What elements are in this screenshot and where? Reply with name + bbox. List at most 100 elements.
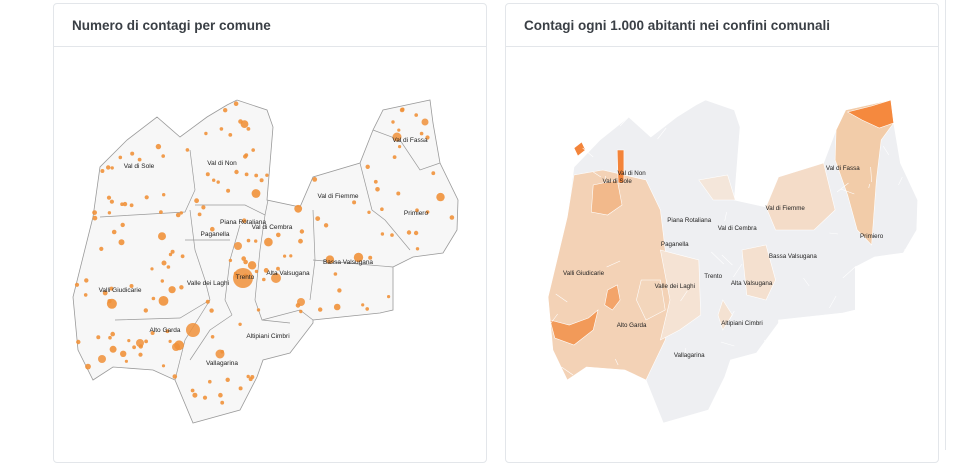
municipality-bubble[interactable] bbox=[238, 119, 243, 124]
municipality-bubble[interactable] bbox=[265, 173, 269, 177]
municipality-bubble[interactable] bbox=[367, 210, 371, 214]
municipality-bubble[interactable] bbox=[391, 120, 395, 124]
municipality-bubble[interactable] bbox=[161, 260, 167, 266]
municipality-bubble[interactable] bbox=[352, 200, 357, 205]
municipality-bubble[interactable] bbox=[127, 339, 131, 343]
municipality-bubble[interactable] bbox=[264, 237, 273, 247]
municipality-bubble[interactable] bbox=[246, 126, 251, 131]
municipality-bubble[interactable] bbox=[254, 173, 259, 178]
municipality-bubble[interactable] bbox=[333, 272, 338, 276]
municipality-bubble[interactable] bbox=[204, 131, 208, 136]
municipality-bubble[interactable] bbox=[74, 282, 80, 287]
municipality-bubble[interactable] bbox=[107, 299, 112, 304]
municipality-bubble[interactable] bbox=[76, 339, 81, 345]
municipality-bubble[interactable] bbox=[150, 331, 155, 335]
municipality-bubble[interactable] bbox=[219, 127, 224, 131]
municipality-bubble[interactable] bbox=[216, 180, 220, 184]
municipality-bubble[interactable] bbox=[108, 335, 112, 340]
municipality-bubble[interactable] bbox=[233, 268, 253, 288]
municipality-bubble[interactable] bbox=[109, 199, 114, 204]
municipality-bubble[interactable] bbox=[392, 155, 397, 160]
municipality-area[interactable] bbox=[590, 179, 623, 216]
municipality-bubble[interactable] bbox=[298, 238, 303, 244]
municipality-bubble[interactable] bbox=[170, 249, 175, 254]
municipality-bubble[interactable] bbox=[110, 331, 115, 337]
municipality-bubble[interactable] bbox=[415, 208, 419, 212]
municipality-bubble[interactable] bbox=[160, 279, 164, 283]
municipality-bubble[interactable] bbox=[299, 229, 305, 234]
municipality-bubble[interactable] bbox=[129, 284, 134, 288]
municipality-bubble[interactable] bbox=[120, 222, 125, 228]
municipality-bubble[interactable] bbox=[109, 345, 117, 353]
municipality-bubble[interactable] bbox=[323, 223, 329, 228]
municipality-bubble[interactable] bbox=[155, 143, 162, 150]
municipality-bubble[interactable] bbox=[144, 195, 149, 200]
municipality-bubble[interactable] bbox=[276, 266, 280, 271]
municipality-bubble[interactable] bbox=[396, 191, 401, 196]
municipality-bubble[interactable] bbox=[276, 232, 281, 238]
municipality-bubble[interactable] bbox=[107, 211, 112, 215]
municipality-bubble[interactable] bbox=[120, 202, 124, 206]
municipality-bubble[interactable] bbox=[283, 254, 287, 258]
municipality-bubble[interactable] bbox=[263, 268, 269, 273]
municipality-area[interactable] bbox=[573, 141, 586, 157]
municipality-bubble[interactable] bbox=[262, 277, 266, 282]
municipality-bubble[interactable] bbox=[241, 218, 247, 223]
municipality-bubble[interactable] bbox=[247, 261, 257, 270]
municipality-bubble[interactable] bbox=[208, 379, 212, 384]
municipality-area[interactable] bbox=[765, 162, 836, 231]
municipality-bubble[interactable] bbox=[390, 233, 394, 237]
municipality-bubble[interactable] bbox=[421, 118, 429, 126]
municipality-bubble[interactable] bbox=[96, 335, 101, 340]
municipality-area[interactable] bbox=[616, 149, 625, 184]
municipality-bubble[interactable] bbox=[365, 164, 370, 169]
municipality-bubble[interactable] bbox=[180, 254, 185, 259]
municipality-bubble[interactable] bbox=[158, 232, 166, 241]
municipality-bubble[interactable] bbox=[144, 339, 149, 344]
municipality-bubble[interactable] bbox=[234, 242, 242, 250]
municipality-bubble[interactable] bbox=[251, 189, 261, 198]
municipality-bubble[interactable] bbox=[318, 307, 323, 312]
municipality-bubble[interactable] bbox=[233, 101, 239, 106]
municipality-bubble[interactable] bbox=[151, 296, 156, 301]
municipality-bubble[interactable] bbox=[215, 349, 225, 359]
municipality-bubble[interactable] bbox=[212, 178, 216, 182]
municipality-bubble[interactable] bbox=[129, 203, 134, 208]
municipality-bubble[interactable] bbox=[243, 259, 248, 265]
municipality-bubble[interactable] bbox=[165, 329, 170, 334]
municipality-bubble[interactable] bbox=[168, 339, 172, 343]
municipality-bubble[interactable] bbox=[130, 151, 135, 156]
municipality-bubble[interactable] bbox=[353, 252, 364, 263]
municipality-bubble[interactable] bbox=[425, 135, 430, 140]
municipality-bubble[interactable] bbox=[172, 343, 180, 351]
municipality-bubble[interactable] bbox=[118, 155, 123, 160]
municipality-bubble[interactable] bbox=[413, 230, 419, 236]
municipality-bubble[interactable] bbox=[201, 205, 206, 210]
municipality-bubble[interactable] bbox=[205, 299, 210, 304]
municipality-bubble[interactable] bbox=[256, 308, 261, 312]
municipality-bubble[interactable] bbox=[299, 309, 303, 314]
municipality-bubble[interactable] bbox=[223, 108, 228, 113]
municipality-bubble[interactable] bbox=[110, 166, 114, 170]
municipality-bubble[interactable] bbox=[241, 256, 246, 261]
municipality-bubble[interactable] bbox=[250, 375, 255, 379]
municipality-bubble[interactable] bbox=[392, 132, 402, 142]
municipality-bubble[interactable] bbox=[92, 210, 97, 216]
municipality-bubble[interactable] bbox=[100, 169, 105, 173]
municipality-bubble[interactable] bbox=[325, 255, 335, 264]
municipality-bubble[interactable] bbox=[254, 269, 259, 274]
municipality-bubble[interactable] bbox=[162, 193, 166, 197]
municipality-bubble[interactable] bbox=[132, 345, 137, 350]
municipality-bubble[interactable] bbox=[254, 239, 258, 243]
municipality-bubble[interactable] bbox=[380, 207, 384, 211]
municipality-bubble[interactable] bbox=[124, 359, 128, 363]
municipality-bubble[interactable] bbox=[209, 308, 214, 313]
municipality-area[interactable] bbox=[698, 174, 736, 201]
municipality-bubble[interactable] bbox=[168, 286, 176, 294]
municipality-bubble[interactable] bbox=[161, 154, 165, 158]
municipality-bubble[interactable] bbox=[158, 296, 169, 306]
municipality-area[interactable] bbox=[717, 299, 733, 331]
municipality-bubble[interactable] bbox=[210, 226, 215, 232]
municipality-bubble[interactable] bbox=[380, 232, 385, 236]
municipality-area[interactable] bbox=[741, 244, 776, 301]
